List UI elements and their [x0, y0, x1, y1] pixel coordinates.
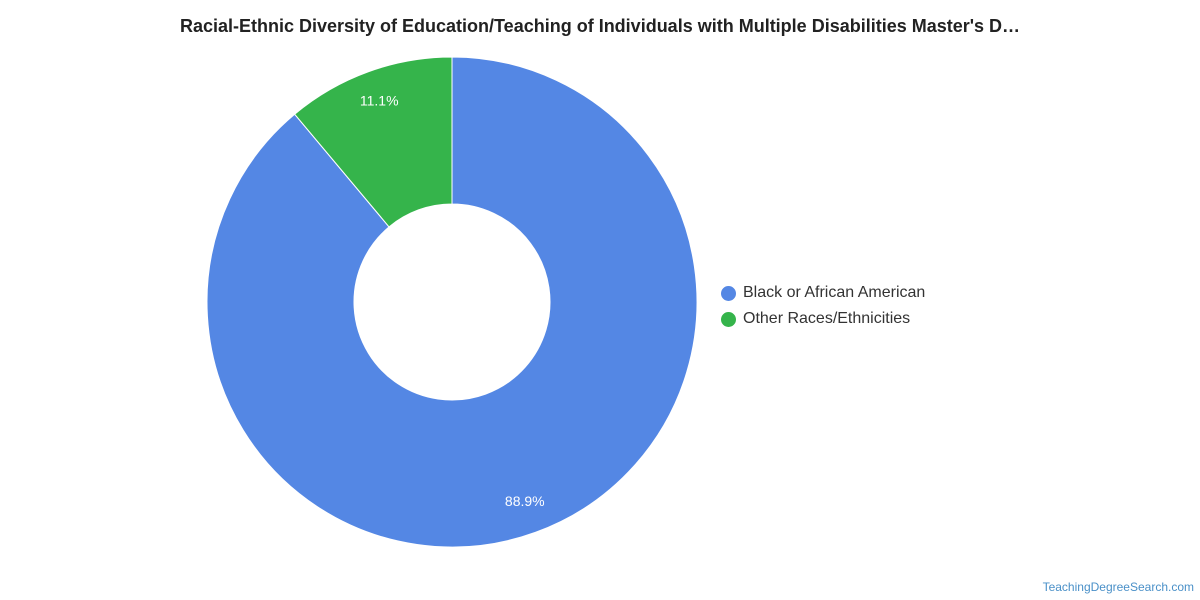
- chart-title: Racial-Ethnic Diversity of Education/Tea…: [179, 16, 1021, 36]
- legend-label: Black or African American: [743, 284, 926, 301]
- legend-label: Other Races/Ethnicities: [743, 310, 911, 327]
- legend-item-black-or-african-american[interactable]: Black or African American: [721, 280, 925, 306]
- source-link[interactable]: TeachingDegreeSearch.com: [1042, 580, 1194, 594]
- slice-label-other-races-ethnicities: 11.1%: [360, 93, 399, 109]
- slice-black-or-african-american[interactable]: [206, 56, 698, 548]
- slice-other-races-ethnicities[interactable]: [293, 56, 453, 228]
- slice-label-black-or-african-american: 88.9%: [505, 493, 545, 509]
- legend-item-other-races-ethnicities[interactable]: Other Races/Ethnicities: [721, 306, 925, 332]
- legend-swatch-icon: [721, 285, 736, 301]
- legend-swatch-icon: [721, 311, 736, 327]
- chart-legend: Black or African American Other Races/Et…: [721, 280, 925, 332]
